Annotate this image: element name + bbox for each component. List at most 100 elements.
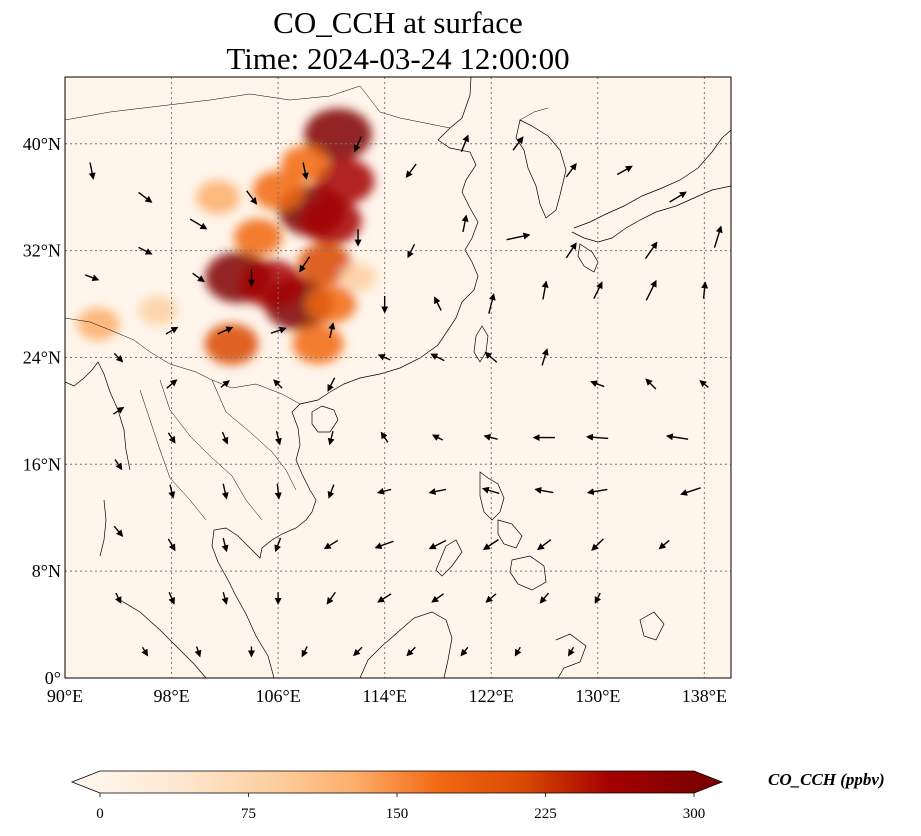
wind-arrow <box>536 539 552 551</box>
longitude-axis: 90°E 98°E 106°E 114°E 122°E 130°E 138°E <box>47 686 727 706</box>
wind-arrow <box>113 406 125 415</box>
wind-vectors <box>84 134 723 658</box>
lat-tick-label: 32°N <box>23 241 61 261</box>
wind-arrow <box>586 433 609 441</box>
wind-arrow <box>323 539 339 550</box>
wind-arrow <box>484 351 498 363</box>
border-indochina-2 <box>211 379 297 491</box>
coastline-palawan <box>435 539 463 577</box>
wind-arrow <box>512 136 524 151</box>
wind-arrow <box>165 326 179 335</box>
wind-arrow <box>301 646 308 658</box>
plume-cell <box>281 145 329 182</box>
wind-arrow <box>428 539 447 550</box>
border-china-south <box>65 317 301 405</box>
colorbar-ramp <box>100 771 694 793</box>
wind-arrow <box>353 136 362 153</box>
wind-arrow <box>273 379 283 389</box>
wind-arrow <box>594 592 602 604</box>
wind-arrow <box>514 646 522 657</box>
coastline-mainland <box>211 77 479 678</box>
border-indochina-1 <box>159 379 263 521</box>
wind-arrow <box>434 296 442 311</box>
concentration-field <box>76 108 377 365</box>
wind-arrow <box>221 592 229 605</box>
lat-tick-label: 40°N <box>23 134 61 154</box>
plume-cell <box>301 197 362 245</box>
lon-tick-label: 98°E <box>153 686 189 706</box>
coastline-korea <box>515 119 567 219</box>
plume-cell <box>315 158 375 204</box>
wind-arrow <box>482 539 499 551</box>
coastline-luzon <box>479 471 505 521</box>
plume-cell <box>306 284 357 324</box>
wind-arrow <box>274 483 282 500</box>
plume-cell <box>196 180 241 215</box>
wind-arrow <box>194 646 202 658</box>
wind-arrow <box>616 165 633 176</box>
graticule <box>65 77 731 678</box>
wind-arrow <box>353 646 363 657</box>
wind-arrow <box>431 593 444 603</box>
colorbar-tick-label: 150 <box>386 806 409 822</box>
colorbar-tick-label: 300 <box>683 806 706 822</box>
wind-arrow <box>138 191 153 203</box>
wind-arrow <box>539 592 550 604</box>
wind-arrow <box>541 348 549 366</box>
wind-arrow <box>299 256 311 273</box>
wind-arrow <box>301 162 309 180</box>
wind-arrow <box>680 487 701 496</box>
wind-arrow <box>565 162 577 178</box>
lon-tick-label: 90°E <box>47 686 83 706</box>
plume-cell <box>240 260 303 308</box>
plume-cell <box>234 218 283 256</box>
wind-arrow <box>506 232 531 241</box>
wind-arrow <box>141 646 149 657</box>
wind-arrow <box>374 540 394 550</box>
lon-tick-label: 138°E <box>682 686 727 706</box>
wind-arrow <box>488 293 496 314</box>
wind-arrow <box>274 537 282 553</box>
coastline-japan <box>573 129 731 229</box>
wind-arrow <box>431 434 444 441</box>
wind-arrow <box>88 162 96 180</box>
wind-arrow <box>645 378 657 390</box>
coastline-mindanao <box>509 555 547 591</box>
wind-arrow <box>114 459 123 471</box>
wind-arrow <box>665 433 689 441</box>
plume-cell <box>139 295 178 326</box>
colorbar-title: CO_CCH (ppbv) <box>768 770 885 789</box>
map-panel <box>64 76 732 679</box>
wind-arrow <box>485 593 497 603</box>
lat-tick-label: 24°N <box>23 347 61 367</box>
wind-arrow <box>217 326 234 335</box>
lat-tick-label: 16°N <box>23 454 61 474</box>
wind-arrow <box>428 488 447 495</box>
wind-arrow <box>669 191 687 203</box>
colorbar-tick-label: 75 <box>241 806 256 822</box>
wind-arrow <box>327 431 335 446</box>
wind-arrow <box>377 354 391 361</box>
wind-arrow <box>483 433 498 441</box>
coastline-east-islands <box>639 611 665 641</box>
coastline-japan-south <box>571 185 731 243</box>
wind-arrow <box>221 431 229 445</box>
wind-arrow <box>168 591 175 605</box>
coastline-visayas <box>497 519 523 549</box>
wind-arrow <box>166 379 178 389</box>
wind-arrow <box>591 538 604 552</box>
wind-arrow <box>644 241 658 260</box>
lon-tick-label: 122°E <box>469 686 514 706</box>
map-title: CO_CCH at surface <box>273 5 523 40</box>
lat-tick-label: 8°N <box>32 561 61 581</box>
coastline-sulawesi <box>555 633 587 678</box>
wind-arrow <box>568 646 575 657</box>
colorbar-ticks: 0 75 150 225 300 <box>96 793 705 822</box>
coastline-sumatra <box>119 599 207 678</box>
wind-arrow <box>326 591 336 605</box>
coastline-borneo <box>359 611 453 678</box>
wind-arrow <box>84 274 100 282</box>
wind-arrow <box>460 646 469 657</box>
wind-arrow <box>328 322 336 339</box>
